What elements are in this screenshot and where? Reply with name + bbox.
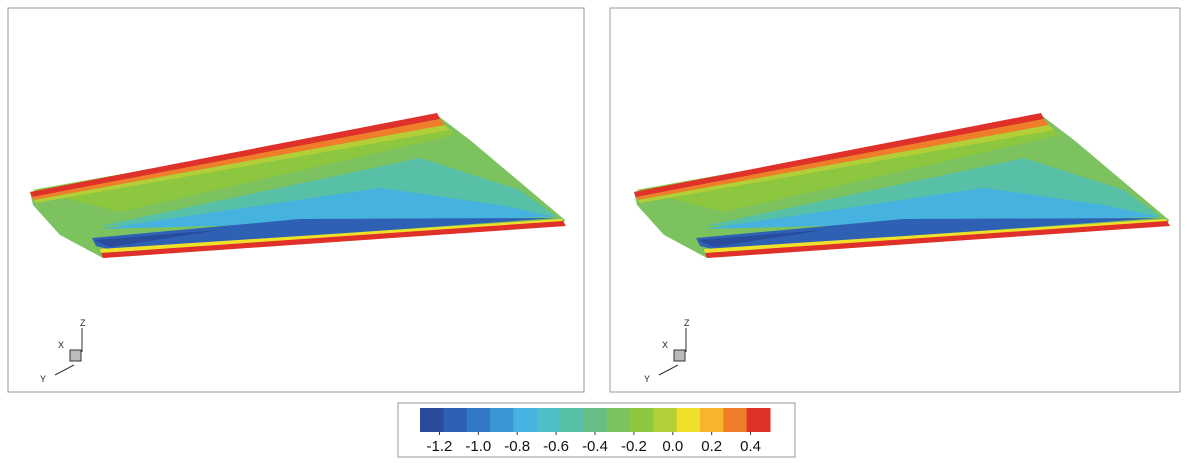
tick-label: 0.4 [740,438,761,455]
panel-1: Z X Y [8,8,584,392]
axis-label: Y [644,374,650,384]
color-band [443,408,467,432]
axis-label: Z [80,318,86,328]
tick-label: -0.4 [582,438,608,455]
color-band [490,408,514,432]
color-band [537,408,561,432]
tick-label: 0.0 [662,438,683,455]
color-band [607,408,631,432]
color-band [630,408,654,432]
tick-label: -0.2 [621,438,647,455]
tick-label: -1.0 [465,438,491,455]
axis-label: Z [684,318,690,328]
tick-label: 0.2 [701,438,722,455]
color-band [723,408,747,432]
page: Z X Y Z X Y -1.2 -1.0 -0.8 -0.6 -0.4 -0.2 0.0 0… [0,0,1187,463]
tick-label: -0.6 [543,438,569,455]
figure: Z X Y Z X Y -1.2 -1.0 -0.8 -0.6 -0.4 -0.2 0.0 0… [0,0,1187,463]
color-band [747,408,771,432]
axis-label: X [662,340,668,350]
colorbar: -1.2 -1.0 -0.8 -0.6 -0.4 -0.2 0.0 0.2 0.4 [420,408,771,455]
tick-label: -0.8 [504,438,530,455]
axis-label: X [58,340,64,350]
panel-2: Z X Y [610,8,1180,392]
color-band [513,408,537,432]
color-band [560,408,584,432]
color-band [677,408,701,432]
color-band [420,408,444,432]
color-band [583,408,607,432]
color-band [653,408,677,432]
color-band [467,408,491,432]
axis-label: Y [40,374,46,384]
color-band [700,408,724,432]
tick-label: -1.2 [427,438,453,455]
